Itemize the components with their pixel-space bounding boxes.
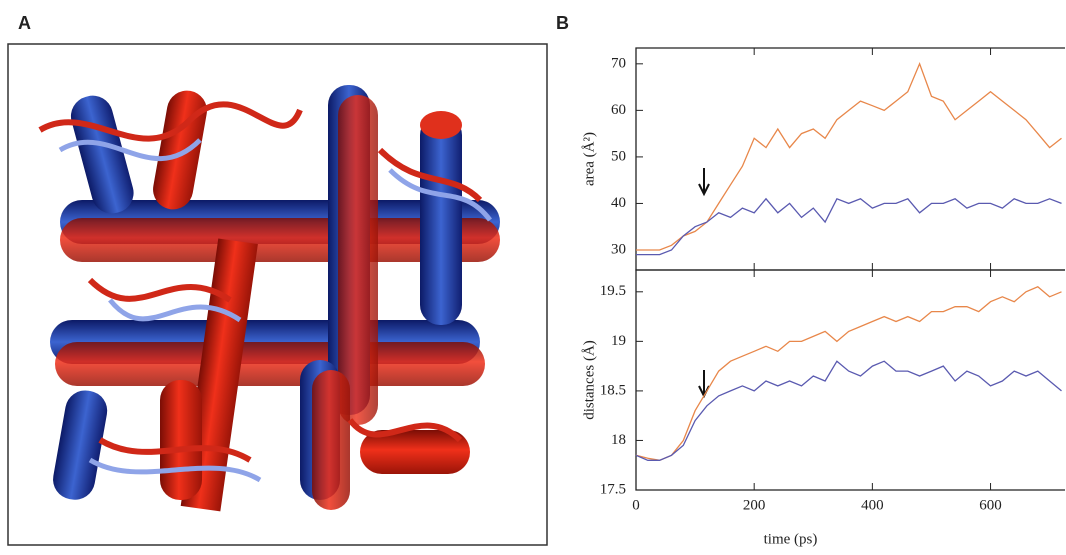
y-tick-label: 18 bbox=[611, 432, 626, 448]
axes-frame bbox=[635, 47, 1065, 271]
y-tick-label: 40 bbox=[611, 195, 626, 211]
x-tick-label: 400 bbox=[861, 497, 884, 513]
y-tick-label: 60 bbox=[611, 102, 626, 118]
y-tick-label: 19.5 bbox=[600, 283, 626, 299]
data-line bbox=[636, 62, 1062, 251]
x-tick-label: 600 bbox=[979, 497, 1002, 513]
y-tick-label: 18.5 bbox=[600, 382, 626, 398]
y-tick-label: 30 bbox=[611, 241, 626, 257]
data-line bbox=[636, 197, 1062, 256]
panel-label: A bbox=[18, 13, 31, 33]
arrow bbox=[698, 168, 710, 197]
y-tick-label: 17.5 bbox=[600, 481, 626, 497]
axes-frame bbox=[635, 269, 1065, 491]
x-tick-label: 0 bbox=[632, 497, 640, 513]
y-axis-label: area (Å²) bbox=[581, 132, 597, 186]
y-tick-label: 50 bbox=[611, 148, 626, 164]
arrow bbox=[698, 370, 710, 399]
protein-structure bbox=[7, 43, 548, 546]
y-axis-label: distances (Å) bbox=[581, 340, 597, 420]
y-tick-label: 70 bbox=[611, 55, 626, 71]
data-line bbox=[635, 360, 1062, 461]
data-line bbox=[635, 286, 1062, 461]
panel-label: B bbox=[556, 13, 569, 33]
x-tick-label: 200 bbox=[743, 497, 766, 513]
y-tick-label: 19 bbox=[611, 333, 626, 349]
x-axis-label: time (ps) bbox=[764, 531, 818, 547]
